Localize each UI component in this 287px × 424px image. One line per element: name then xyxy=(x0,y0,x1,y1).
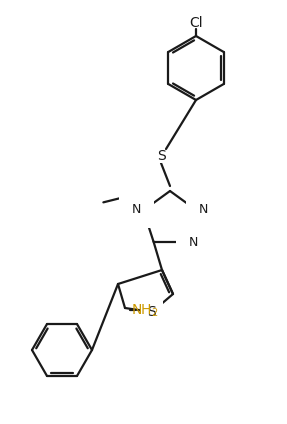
Text: S: S xyxy=(148,305,156,319)
Text: Cl: Cl xyxy=(189,16,203,30)
Text: N: N xyxy=(132,203,141,216)
Text: N: N xyxy=(199,203,208,216)
Text: S: S xyxy=(157,149,165,163)
Text: N: N xyxy=(189,236,198,249)
Text: NH$_2$: NH$_2$ xyxy=(131,303,159,319)
